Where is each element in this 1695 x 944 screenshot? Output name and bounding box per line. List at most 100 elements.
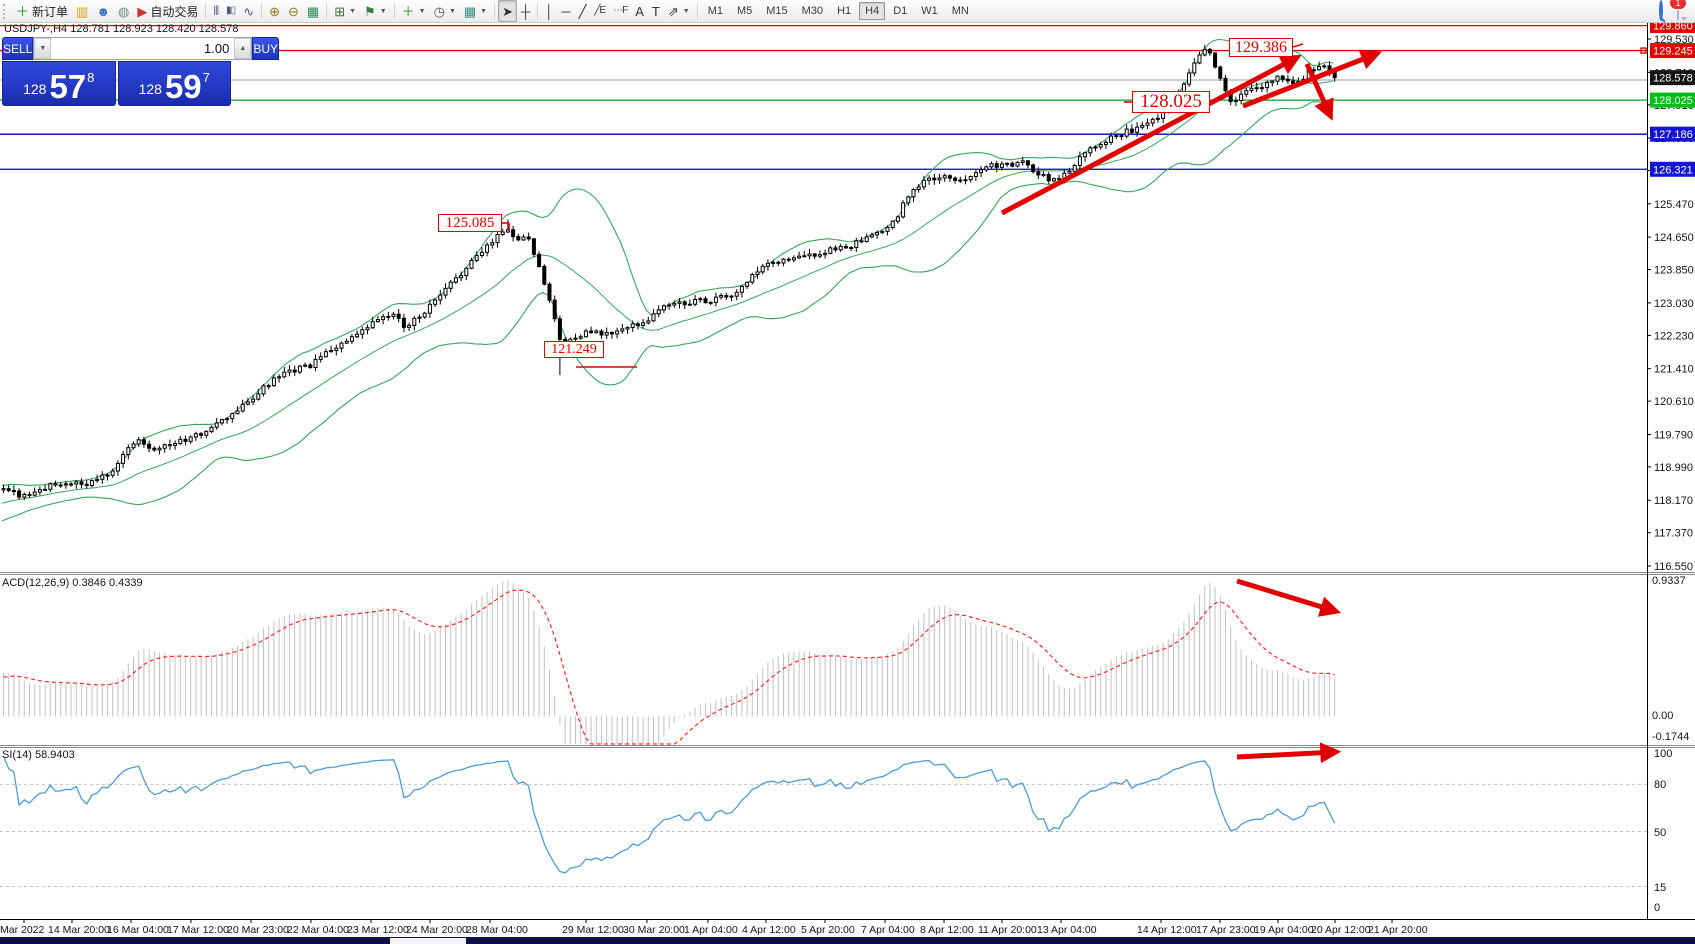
macd-arrow-down[interactable]: [1236, 578, 1342, 617]
candle-body: [724, 295, 729, 298]
sell-button[interactable]: SELL: [2, 37, 34, 60]
indicators-icon: ＋: [401, 3, 415, 19]
rsi-axis-label: 0: [1654, 902, 1660, 914]
periods-icon[interactable]: ◷ ▼: [430, 0, 460, 22]
candle-body: [776, 261, 781, 264]
label-icon[interactable]: T: [648, 0, 664, 22]
search-icon[interactable]: [1659, 0, 1663, 21]
fibonacci-icon[interactable]: ⋯F: [609, 0, 631, 22]
signals-icon[interactable]: ◍: [114, 0, 133, 22]
candle-body: [890, 220, 895, 228]
candle-body: [573, 337, 578, 340]
candle-body: [490, 242, 495, 246]
crosshair-icon[interactable]: ┼: [517, 0, 534, 22]
signals-icon: ◍: [118, 3, 130, 19]
candle-body: [1010, 162, 1015, 167]
candle-body: [968, 175, 973, 181]
new-order-button: ＋: [16, 3, 30, 19]
candle-body: [885, 226, 890, 232]
new-order-button[interactable]: ＋新订单: [12, 0, 72, 22]
trendline-icon[interactable]: ╱: [575, 0, 591, 22]
profiles-icon[interactable]: ⚑ ▼: [360, 0, 391, 22]
rsi-label: SI(14) 58.9403: [2, 749, 75, 761]
timeframe-w1-button[interactable]: W1: [921, 5, 938, 17]
candle-body: [557, 318, 562, 340]
new-chart-icon-dropdown[interactable]: ▼: [349, 7, 357, 15]
zoom-in-icon[interactable]: ⊕: [265, 0, 284, 22]
timeframe-d1-button[interactable]: D1: [893, 5, 908, 17]
sell-price-box[interactable]: 128 57 8: [2, 61, 116, 106]
rsi-axis-label: 15: [1654, 882, 1666, 894]
price-tag-127.186: [1650, 126, 1695, 142]
zoom-out-icon[interactable]: ⊖: [284, 0, 303, 22]
cursor-icon[interactable]: ➤: [498, 0, 518, 22]
vertical-line-icon[interactable]: │: [541, 0, 557, 22]
buy-price-box[interactable]: 128 59 7: [117, 61, 231, 106]
candle-body: [854, 240, 859, 248]
price-label-129386[interactable]: 129.386: [1229, 38, 1293, 57]
price-label-121249[interactable]: 121.249: [544, 341, 604, 358]
candle-body: [277, 376, 282, 379]
timeframe-mn-button[interactable]: MN: [951, 5, 969, 17]
candle-body: [880, 230, 885, 234]
timeframe-m15-button[interactable]: M15: [766, 5, 788, 17]
trend-arrow-up-right[interactable]: [1242, 49, 1382, 109]
timeframe-h4-button[interactable]: H4: [859, 2, 886, 20]
price-label-125085[interactable]: 125.085: [438, 214, 502, 232]
profiles-icon-dropdown[interactable]: ▼: [379, 7, 387, 15]
taskbar-item[interactable]: [390, 938, 466, 944]
channel-icon[interactable]: ╱E: [590, 0, 609, 22]
candle-body: [1077, 156, 1082, 166]
time-axis-label: 19 Apr 04:00: [1254, 924, 1314, 936]
macd-signal-line: [3, 589, 1335, 745]
line-chart-icon[interactable]: ∿: [239, 0, 258, 22]
price-label-128025[interactable]: 128.025: [1132, 91, 1210, 113]
text-icon[interactable]: A: [631, 0, 648, 22]
periods-icon: ◷: [433, 3, 445, 19]
candle-body: [521, 236, 526, 241]
candle-body: [17, 490, 22, 498]
price-tick-label: 129.530: [1654, 34, 1694, 46]
notifications-icon[interactable]: 1: [1669, 0, 1687, 20]
candle-body: [1036, 171, 1041, 176]
candle-body: [578, 336, 583, 339]
template-icon[interactable]: ▦ ▼: [460, 0, 491, 22]
community-icon[interactable]: ☻: [92, 0, 114, 22]
arrows-icon[interactable]: ⇗ ▼: [664, 0, 694, 22]
indicators-icon-dropdown[interactable]: ▼: [418, 7, 426, 15]
autotrading-button[interactable]: ▶ 自动交易: [133, 0, 202, 22]
main-toolbar: ＋新订单 ▥ ☻ ◍ ▶ 自动交易 ||| ▮▯ ∿ ⊕ ⊖ ▦ ⊞ ▼ ⚑ ▼ ＋ ▼ ◷ ▼ ▦ ▼ ➤ ┼ │ ─ ╱ ╱E ⋯F…: [0, 0, 1695, 23]
volume-decrease-button[interactable]: ▼: [34, 38, 52, 59]
timeframe-h1-button[interactable]: H1: [837, 5, 852, 17]
timeframe-m5-button[interactable]: M5: [736, 5, 753, 17]
candlestick-chart-icon[interactable]: ▮▯: [222, 0, 239, 22]
pullback-arrow-down[interactable]: [1304, 62, 1334, 121]
candle-body: [1202, 48, 1207, 56]
price-tick-label: 123.850: [1654, 265, 1694, 277]
volume-input[interactable]: [51, 38, 235, 59]
indicators-icon[interactable]: ＋ ▼: [398, 0, 430, 22]
bar-chart-icon[interactable]: |||: [209, 0, 222, 22]
periods-icon-dropdown[interactable]: ▼: [448, 7, 456, 15]
candle-body: [656, 309, 661, 315]
candle-body: [583, 330, 588, 338]
candle-body: [552, 299, 557, 320]
payments-icon[interactable]: ▥: [72, 0, 92, 22]
template-icon-dropdown[interactable]: ▼: [480, 7, 488, 15]
horizontal-line-icon[interactable]: ─: [557, 0, 574, 22]
rsi-arrow-right[interactable]: [1236, 742, 1342, 764]
new-chart-icon[interactable]: ⊞ ▼: [330, 0, 360, 22]
volume-increase-button[interactable]: ▲: [234, 38, 252, 59]
candle-body: [58, 484, 63, 487]
candle-body: [1223, 77, 1228, 92]
timeframe-m30-button[interactable]: M30: [801, 5, 824, 17]
trend-arrow-up-main[interactable]: [1000, 55, 1302, 216]
tile-windows-icon[interactable]: ▦: [303, 0, 323, 22]
arrows-icon-dropdown[interactable]: ▼: [682, 7, 690, 15]
candle-body: [22, 493, 27, 498]
candle-body: [95, 478, 100, 482]
timeframe-m1-button[interactable]: M1: [707, 5, 723, 17]
candle-body: [906, 196, 911, 204]
buy-button[interactable]: BUY: [252, 37, 280, 60]
